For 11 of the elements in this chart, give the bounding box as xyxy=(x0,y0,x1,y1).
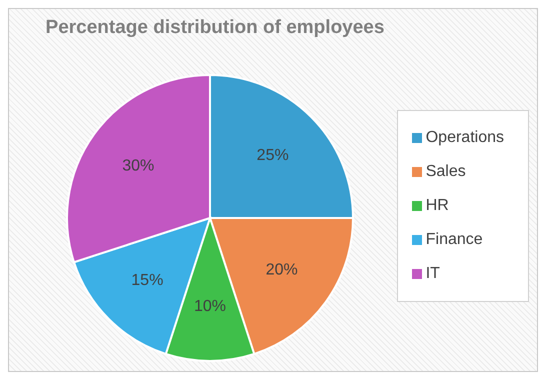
legend-label: Sales xyxy=(426,163,466,180)
data-label: 25% xyxy=(256,146,289,164)
legend-label: HR xyxy=(426,197,449,214)
data-label: 20% xyxy=(266,262,298,279)
legend-label: IT xyxy=(426,265,440,282)
chart-title: Percentage distribution of employees xyxy=(44,17,386,39)
data-label: 30% xyxy=(122,157,154,174)
legend-label: Finance xyxy=(426,231,483,248)
data-label: 15% xyxy=(131,272,164,290)
legend-label: Operations xyxy=(426,129,504,146)
data-label: 10% xyxy=(194,298,226,316)
